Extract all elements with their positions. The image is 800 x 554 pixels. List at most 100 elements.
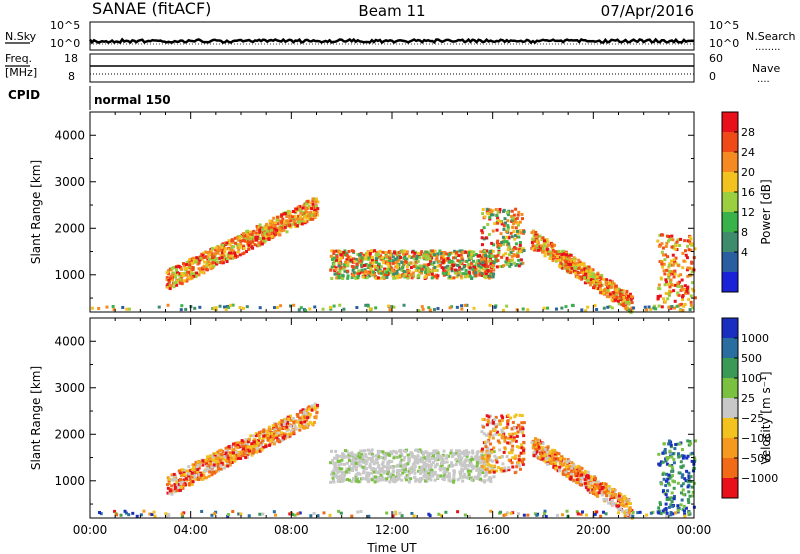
scatter-cell [238,253,242,257]
scatter-cell [368,462,372,466]
scatter-cell [542,239,546,243]
scatter-cell [185,279,189,283]
scatter-cell [447,272,451,276]
scatter-cell [392,449,396,453]
scatter-cell [595,275,599,279]
scatter-cell [574,470,578,474]
scatter-cell [576,471,580,475]
scatter-cell [305,212,309,216]
scatter-cell [669,445,673,449]
scatter-cell [446,268,450,272]
scatter-cell [658,502,662,506]
scatter-cell [272,306,276,310]
scatter-cell [427,306,431,310]
scatter-cell [304,209,308,213]
scatter-cell [220,461,224,465]
scatter-cell [311,217,315,221]
scatter-cell [401,266,405,270]
scatter-cell [618,298,622,302]
scatter-cell [548,455,552,459]
scatter-cell [280,213,284,217]
scatter-cell [240,439,244,443]
scatter-cell [499,220,503,224]
scatter-cell [486,223,490,227]
scatter-cell [433,265,437,269]
scatter-cell [309,210,313,214]
scatter-cell [681,482,685,486]
scatter-cell [577,258,581,262]
scatter-cell [279,304,283,308]
scatter-cell [558,257,562,261]
scatter-cell [690,451,694,455]
scatter-cell [280,419,284,423]
scatter-cell [367,471,371,475]
scatter-cell [420,267,424,271]
scatter-cell [392,272,396,276]
scatter-cell [628,294,632,298]
scatter-cell [202,251,206,255]
scatter-cell [335,466,339,470]
scatter-cell [416,454,420,458]
scatter-cell [266,438,270,442]
scatter-cell [666,239,670,243]
scatter-cell [515,221,519,225]
scatter-cell [688,494,692,498]
scatter-cell [343,473,347,477]
scatter-cell [669,503,673,507]
scatter-cell [205,267,209,271]
scatter-cell [329,480,333,484]
scatter-cell [656,296,660,300]
scatter-cell [340,251,344,255]
scatter-cell [313,215,317,219]
scatter-cell [659,259,663,263]
scatter-cell [445,454,449,458]
scatter-cell [238,441,242,445]
scatter-cell [283,212,287,216]
scatter-cell [378,470,382,474]
scatter-cell [394,265,398,269]
scatter-cell [520,421,524,425]
scatter-cell [291,215,295,219]
scatter-cell [510,254,514,258]
scatter-cell [339,462,343,466]
scatter-cell [377,262,381,266]
scatter-cell [229,451,233,455]
scatter-cell [362,264,366,268]
scatter-cell [521,431,525,435]
scatter-cell [450,267,454,271]
scatter-cell [426,269,430,273]
scatter-cell [268,219,272,223]
scatter-cell [461,464,465,468]
scatter-cell [351,260,355,264]
scatter-cell [380,256,384,260]
scatter-cell [372,462,376,466]
scatter-cell [220,456,224,460]
scatter-cell [356,457,360,461]
scatter-cell [431,454,435,458]
scatter-cell [460,262,464,266]
scatter-cell [256,446,260,450]
scatter-cell [239,456,243,460]
scatter-cell [382,471,386,475]
scatter-cell [260,448,264,452]
scatter-cell [470,252,474,256]
scatter-cell [178,488,182,492]
scatter-cell [303,219,307,223]
scatter-cell [573,262,577,266]
scatter-cell [514,439,518,443]
scatter-cell [455,459,459,463]
scatter-cell [564,470,568,474]
scatter-cell [494,415,498,419]
scatter-cell [677,293,681,297]
scatter-cell [364,461,368,465]
scatter-cell [583,265,587,269]
scatter-cell [521,217,525,221]
scatter-cell [629,515,633,519]
scatter-cell [363,268,367,272]
scatter-cell [594,485,598,489]
scatter-cell [665,472,669,476]
scatter-cell [370,471,374,475]
scatter-cell [661,265,665,269]
scatter-cell [667,292,671,296]
scatter-cell [617,507,621,511]
